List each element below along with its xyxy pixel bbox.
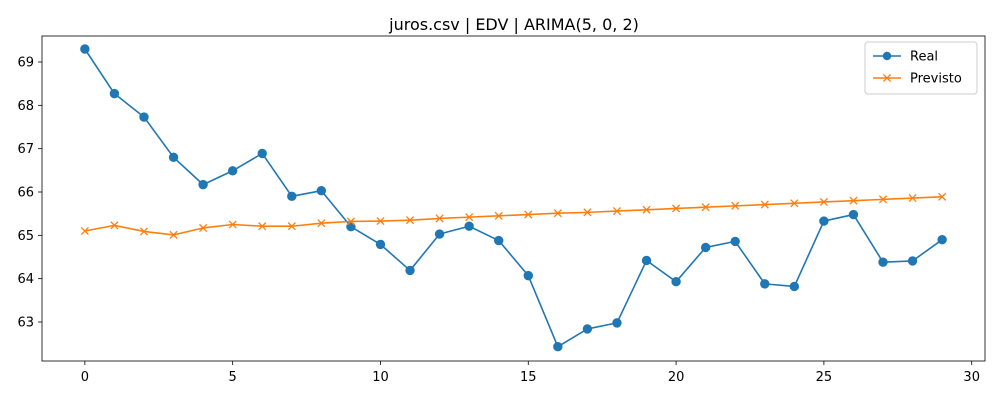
data-point-previsto	[701, 203, 710, 212]
data-point-previsto	[524, 210, 533, 219]
data-point-previsto	[228, 220, 237, 229]
data-point-real	[316, 186, 327, 196]
y-tick-label: 65	[17, 229, 34, 244]
data-point-previsto	[317, 219, 326, 228]
data-point-previsto	[199, 223, 208, 233]
data-point-real	[523, 270, 533, 281]
data-point-real	[848, 209, 859, 220]
legend-marker-real	[882, 51, 892, 61]
data-point-previsto	[80, 226, 89, 236]
series-line-previsto	[84, 195, 943, 236]
x-tick-label: 15	[520, 370, 537, 385]
data-point-previsto	[465, 213, 474, 222]
data-point-real	[907, 256, 918, 266]
data-point-real	[641, 255, 652, 266]
data-point-previsto	[760, 200, 769, 209]
data-point-previsto	[642, 205, 651, 214]
data-point-previsto	[405, 216, 415, 225]
x-tick-label: 10	[372, 370, 389, 385]
x-tick-label: 25	[816, 370, 833, 385]
data-point-previsto	[819, 197, 828, 207]
data-point-real	[819, 216, 829, 226]
data-point-real	[464, 221, 474, 231]
data-point-previsto	[553, 209, 562, 218]
data-point-real	[878, 257, 888, 267]
data-point-previsto	[139, 227, 149, 236]
data-point-previsto	[435, 214, 444, 223]
data-point-real	[227, 166, 238, 176]
series-previsto	[80, 192, 947, 239]
x-tick-label: 30	[963, 370, 980, 385]
legend-box	[864, 41, 978, 95]
data-point-previsto	[376, 216, 385, 226]
data-point-real	[760, 279, 770, 289]
data-point-real	[287, 191, 297, 202]
data-point-real	[434, 229, 445, 239]
x-tick-label: 0	[81, 370, 89, 385]
data-point-previsto	[169, 230, 178, 239]
plot-frame	[41, 35, 986, 362]
axes-layer: 0 5 10 15 20 25 30 63 64 65 66 67 68 69	[17, 35, 986, 385]
data-point-real	[494, 235, 504, 246]
legend-marker-previsto	[882, 73, 892, 83]
data-point-previsto	[287, 222, 296, 231]
data-point-previsto	[110, 221, 119, 230]
data-point-real	[346, 221, 356, 232]
data-point-previsto	[908, 194, 917, 203]
y-tick-label: 66	[17, 186, 34, 201]
data-point-previsto	[849, 196, 858, 205]
data-point-real	[375, 239, 386, 250]
legend: Real Previsto	[864, 41, 978, 95]
data-point-real	[198, 179, 208, 190]
y-tick-label: 64	[17, 272, 34, 287]
chart-title: juros.csv | EDV | ARIMA(5, 0, 2)	[388, 15, 639, 34]
data-point-real	[937, 234, 947, 245]
x-tick-label: 5	[229, 370, 237, 385]
data-point-real	[582, 324, 593, 334]
data-point-previsto	[583, 208, 592, 217]
data-point-previsto	[612, 207, 622, 216]
data-point-previsto	[258, 222, 267, 231]
legend-entry-previsto: Previsto	[873, 72, 962, 87]
data-point-previsto	[672, 204, 681, 213]
data-point-previsto	[938, 192, 947, 201]
series-line-real	[84, 48, 943, 348]
data-point-previsto	[494, 211, 503, 220]
data-point-real	[730, 236, 740, 247]
legend-entry-real: Real	[873, 50, 938, 65]
data-point-real	[257, 148, 267, 159]
series-layer	[80, 44, 947, 352]
x-tick-label: 20	[668, 370, 685, 385]
data-point-previsto	[731, 201, 740, 210]
legend-label-previsto: Previsto	[910, 72, 962, 87]
data-point-real	[168, 152, 179, 163]
data-point-previsto	[878, 195, 888, 204]
y-tick-label: 69	[17, 56, 34, 71]
data-point-real	[789, 281, 800, 292]
data-point-real	[700, 242, 711, 253]
data-point-real	[80, 44, 90, 54]
y-tick-label: 68	[17, 99, 34, 114]
data-point-real	[612, 318, 622, 328]
data-point-real	[671, 277, 681, 287]
data-point-real	[553, 342, 563, 352]
legend-label-real: Real	[910, 50, 938, 65]
data-point-real	[405, 265, 415, 276]
series-real	[80, 44, 947, 352]
data-point-previsto	[346, 217, 355, 226]
y-tick-label: 63	[17, 316, 34, 331]
data-point-previsto	[790, 199, 799, 208]
y-tick-label: 67	[17, 142, 34, 157]
data-point-real	[109, 88, 120, 99]
data-point-real	[139, 112, 149, 122]
